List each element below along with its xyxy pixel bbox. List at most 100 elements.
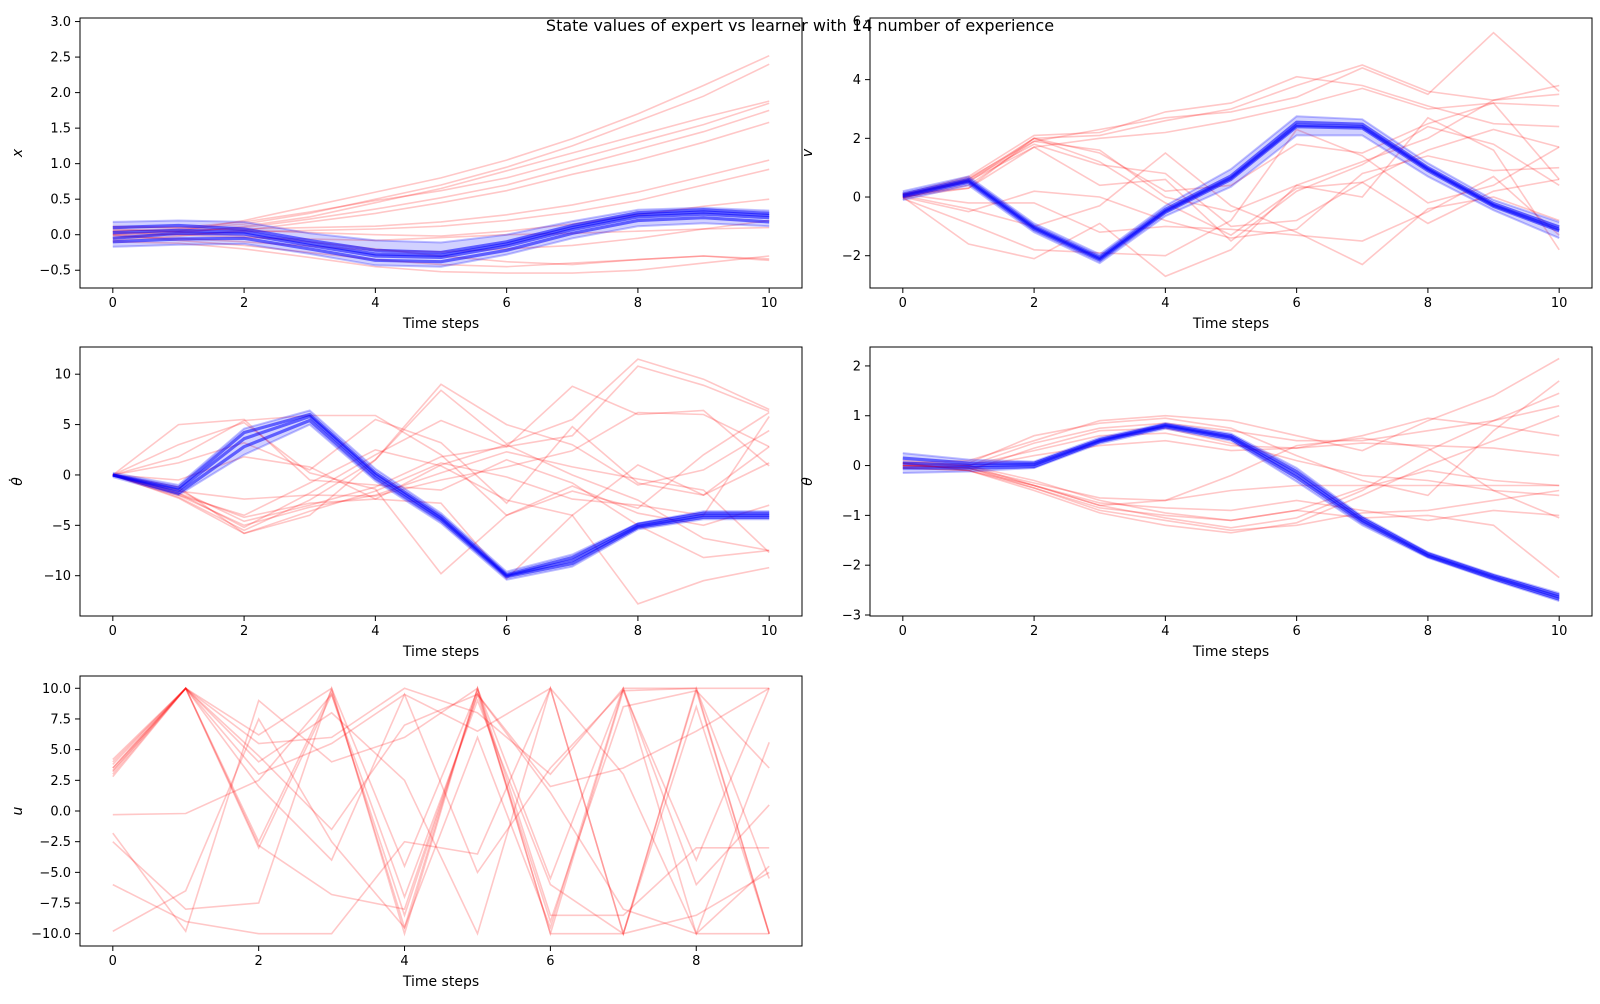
learner-series-v-2 <box>902 124 1560 262</box>
y-tick-label: 0 <box>63 468 71 483</box>
expert-series-v-14 <box>902 175 1560 242</box>
x-axis-label: Time steps <box>1192 316 1269 332</box>
y-tick-label: −1 <box>842 509 861 524</box>
y-tick-label: 10 <box>54 368 71 383</box>
expert-series-theta-4 <box>902 417 1560 467</box>
y-tick-label: −10 <box>44 569 71 584</box>
expert-series-theta_dot-13 <box>112 411 770 500</box>
y-tick-label: 3.0 <box>50 15 71 30</box>
expert-series-theta_dot-12 <box>112 383 770 535</box>
subplot-u: 0 2 4 6 8 −10.0 −7.5 −5.0 −2.5 0.0 2.5 5.0 7.5 10.0 Ti… <box>10 675 803 990</box>
x-tick-label: 2 <box>240 624 248 639</box>
expert-series-theta_dot-6 <box>112 416 770 535</box>
expert-series-theta-13 <box>902 392 1560 529</box>
expert-series-x-7 <box>112 159 770 232</box>
x-tick-label: 8 <box>634 624 642 639</box>
expert-series-x-1 <box>112 54 770 236</box>
expert-series-u-8 <box>112 686 770 934</box>
expert-series-theta_dot-7 <box>112 418 770 559</box>
learner-series-x-1 <box>112 210 770 257</box>
x-tick-label: 2 <box>255 954 263 969</box>
expert-series-theta-7 <box>902 437 1560 519</box>
y-tick-label: −2 <box>842 559 861 574</box>
y-tick-label: 0.0 <box>50 228 71 243</box>
x-tick-label: 10 <box>1551 296 1568 311</box>
expert-series-x-2 <box>112 63 770 232</box>
expert-series-u-2 <box>112 686 770 934</box>
expert-series-v-12 <box>902 128 1560 257</box>
x-tick-label: 2 <box>1030 624 1038 639</box>
y-tick-label: −5 <box>52 519 71 534</box>
x-tick-label: 10 <box>1551 624 1568 639</box>
expert-series-theta-14 <box>902 462 1560 579</box>
learner-band-lower-v <box>902 134 1560 265</box>
figure-title: State values of expert vs learner with 1… <box>545 16 1055 35</box>
expert-series-v-2 <box>902 64 1560 198</box>
y-axis-label: θ̇ <box>8 477 26 486</box>
expert-series-v-5 <box>902 102 1560 195</box>
learner-band-v <box>902 116 1560 264</box>
expert-series-u-1 <box>112 685 770 937</box>
expert-series-u-12 <box>112 687 770 935</box>
x-tick-label: 6 <box>1292 296 1300 311</box>
expert-series-u-13 <box>112 686 770 935</box>
expert-series-v-1 <box>902 75 1560 195</box>
y-axis-label: x <box>10 148 26 158</box>
y-tick-label: 4 <box>853 73 861 88</box>
x-tick-label: 0 <box>899 296 907 311</box>
x-tick-label: 6 <box>546 954 554 969</box>
y-tick-label: 5 <box>63 418 71 433</box>
expert-series-theta-3 <box>902 405 1560 469</box>
expert-series-theta-2 <box>902 357 1560 464</box>
y-axis-label: θ <box>800 477 816 486</box>
axes-frame-v <box>869 17 1593 289</box>
expert-series-theta_dot-4 <box>112 450 770 554</box>
expert-series-theta_dot-1 <box>112 365 770 529</box>
expert-series-v-9 <box>902 125 1560 243</box>
expert-series-theta-5 <box>902 439 1560 469</box>
expert-series-u-9 <box>112 685 770 937</box>
y-tick-label: −7.5 <box>39 897 71 912</box>
y-tick-label: 2 <box>853 359 861 374</box>
x-tick-label: 10 <box>761 624 778 639</box>
learner-band-upper-x <box>112 206 770 244</box>
x-tick-label: 0 <box>109 624 117 639</box>
learner-series-x-4 <box>112 216 770 264</box>
expert-series-theta-11 <box>902 464 1560 532</box>
y-tick-label: −2 <box>842 249 861 264</box>
learner-series-v-3 <box>902 120 1560 259</box>
expert-series-theta-8 <box>902 467 1560 522</box>
subplot-theta_dot: 0 2 4 6 8 10 −10 −5 0 5 10 Time steps θ̇ <box>8 346 803 660</box>
y-tick-label: −0.5 <box>39 264 71 279</box>
x-tick-label: 8 <box>634 296 642 311</box>
x-tick-label: 6 <box>502 296 510 311</box>
expert-series-u-6 <box>112 687 770 936</box>
learner-series-theta-3 <box>902 425 1560 601</box>
expert-series-v-7 <box>902 128 1560 228</box>
x-axis-label: Time steps <box>1192 644 1269 660</box>
y-tick-label: 2.5 <box>50 51 71 66</box>
y-axis-label: v <box>800 148 816 157</box>
y-tick-label: 0 <box>853 191 861 206</box>
subplot-x: 0 2 4 6 8 10 −0.5 0.0 0.5 1.0 1.5 2.0 2.5 3.0 Time ste… <box>10 15 803 332</box>
expert-series-theta-9 <box>902 464 1560 502</box>
expert-series-x-13 <box>112 241 770 274</box>
expert-series-v-6 <box>902 93 1560 213</box>
expert-series-u-7 <box>112 685 770 935</box>
expert-series-v-8 <box>902 137 1560 237</box>
expert-series-u-10 <box>112 685 770 937</box>
expert-series-u-5 <box>112 687 770 831</box>
y-tick-label: −2.5 <box>39 835 71 850</box>
expert-series-v-10 <box>902 155 1560 239</box>
y-tick-label: 2.5 <box>50 774 71 789</box>
learner-series-x-2 <box>112 212 770 259</box>
y-tick-label: 1 <box>853 409 861 424</box>
expert-series-u-11 <box>112 687 770 932</box>
x-tick-label: 4 <box>371 296 379 311</box>
y-tick-label: 2 <box>853 132 861 147</box>
y-tick-label: 2.0 <box>50 86 71 101</box>
expert-series-u-3 <box>112 686 770 935</box>
x-axis-label: Time steps <box>402 316 479 332</box>
y-tick-label: −3 <box>842 609 861 624</box>
learner-band-upper-theta_dot <box>112 409 770 573</box>
